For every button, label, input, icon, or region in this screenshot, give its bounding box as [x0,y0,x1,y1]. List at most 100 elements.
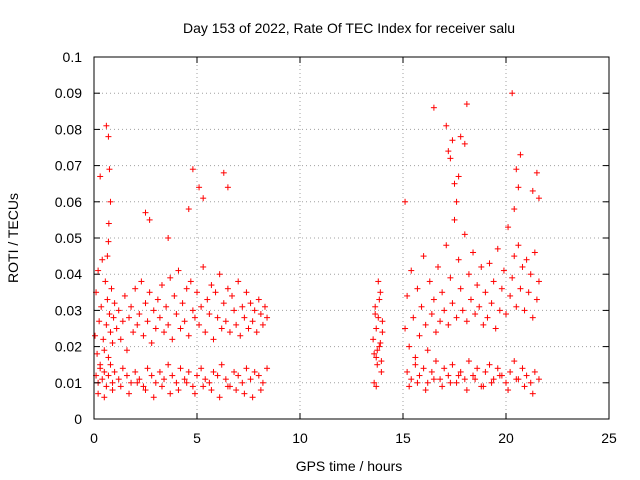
x-tick-label: 20 [498,430,514,446]
y-tick-label: 0 [74,411,82,427]
data-point [531,368,538,375]
data-point [106,311,113,318]
data-point [535,195,542,202]
data-point [374,347,381,354]
data-point [437,376,444,383]
data-point [243,365,250,372]
data-point [200,383,207,390]
data-point [535,376,542,383]
data-point [529,390,536,397]
data-point [169,372,176,379]
data-point [430,104,437,111]
data-point [194,289,200,296]
data-point [478,263,485,270]
data-point [132,285,139,292]
data-point [163,303,170,310]
data-point [470,372,477,379]
y-tick-label: 0.08 [55,121,82,137]
data-point [126,390,133,397]
data-point [414,285,421,292]
data-point [115,307,122,314]
x-tick-label: 10 [292,430,308,446]
data-point [461,231,468,238]
x-tick-label: 25 [601,430,617,446]
data-point [94,350,101,357]
data-point [535,278,542,285]
data-point [214,314,221,321]
data-point [445,321,452,328]
data-point [189,307,196,314]
data-point [148,372,155,379]
data-point [375,278,382,285]
data-point [378,358,385,365]
data-point [185,332,192,339]
data-point [420,253,427,260]
data-point [204,296,211,303]
data-point [101,368,108,375]
data-point [457,285,464,292]
data-point [496,307,503,314]
data-point [447,155,454,162]
data-point [465,358,472,365]
data-point [96,318,103,325]
data-point [222,318,229,325]
data-point [189,166,196,173]
data-point [161,376,168,383]
y-tick-label: 0.09 [55,85,82,101]
data-point [459,307,466,314]
data-point [406,383,413,390]
data-point [461,376,468,383]
data-point [140,383,147,390]
data-point [115,376,122,383]
data-point [245,325,252,332]
data-point [128,303,135,310]
data-point [253,329,260,336]
data-point [208,387,215,394]
data-point [144,318,151,325]
data-point [150,307,157,314]
data-point [247,376,254,383]
data-point [97,365,104,372]
data-point [144,365,151,372]
data-point [505,387,512,394]
data-point [117,383,124,390]
data-point [498,285,505,292]
data-point [196,321,203,328]
data-point [235,278,242,285]
data-point [107,198,114,205]
data-point [185,206,192,213]
data-point [377,339,384,346]
data-point [142,387,149,394]
data-point [132,368,139,375]
data-point [474,365,481,372]
data-point [255,296,262,303]
data-point [102,278,109,285]
data-point [111,300,118,307]
data-point [251,307,258,314]
data-point [472,376,479,383]
data-point [140,332,147,339]
data-point [402,325,409,332]
data-point [437,318,444,325]
data-point [224,285,231,292]
x-tick-label: 0 [90,430,98,446]
data-point [435,263,442,270]
data-point [455,173,462,180]
data-point [202,376,209,383]
data-point [191,390,198,397]
data-point [171,292,178,299]
data-point [148,339,155,346]
data-point [173,311,180,318]
data-point [488,300,495,307]
data-point [103,122,110,129]
data-point [110,314,117,321]
data-point [449,361,456,368]
data-point [467,296,474,303]
data-point [109,387,116,394]
data-point [482,368,489,375]
data-point [156,368,163,375]
data-point [455,256,462,263]
data-point [128,379,135,386]
data-point [107,361,114,368]
data-point [451,180,458,187]
